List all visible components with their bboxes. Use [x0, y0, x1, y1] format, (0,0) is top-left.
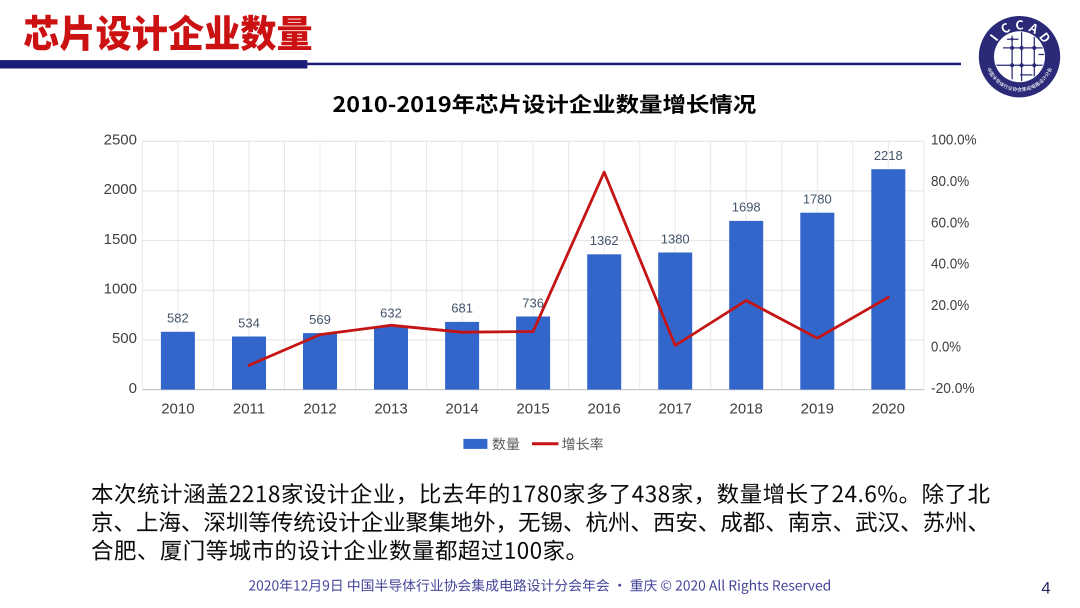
svg-text:2010: 2010 [161, 401, 194, 418]
svg-text:2020: 2020 [872, 401, 905, 418]
svg-text:1780: 1780 [803, 192, 832, 207]
svg-text:60.0%: 60.0% [931, 214, 969, 231]
svg-text:2218: 2218 [874, 148, 903, 163]
svg-text:1380: 1380 [661, 231, 690, 246]
svg-text:534: 534 [238, 315, 260, 330]
svg-text:582: 582 [167, 311, 189, 326]
svg-text:2012: 2012 [303, 401, 336, 418]
svg-text:632: 632 [380, 306, 402, 321]
svg-text:2013: 2013 [374, 401, 407, 418]
svg-text:0: 0 [129, 380, 137, 397]
svg-text:569: 569 [309, 312, 331, 327]
svg-text:0.0%: 0.0% [931, 339, 961, 356]
svg-text:40.0%: 40.0% [931, 256, 969, 273]
svg-text:-20.0%: -20.0% [931, 380, 975, 397]
svg-text:100.0%: 100.0% [931, 132, 977, 149]
svg-text:2011: 2011 [233, 401, 265, 418]
svg-text:736: 736 [522, 295, 544, 310]
svg-text:2016: 2016 [588, 401, 621, 418]
svg-text:681: 681 [451, 301, 473, 316]
svg-text:80.0%: 80.0% [931, 173, 969, 190]
svg-text:4: 4 [1041, 578, 1050, 597]
svg-text:2014: 2014 [445, 401, 478, 418]
svg-text:2017: 2017 [659, 401, 692, 418]
svg-text:500: 500 [112, 330, 137, 347]
svg-text:1000: 1000 [104, 281, 137, 298]
svg-text:2000: 2000 [104, 181, 137, 198]
svg-text:2015: 2015 [516, 401, 549, 418]
svg-text:2500: 2500 [104, 132, 137, 149]
svg-text:2018: 2018 [730, 401, 763, 418]
svg-text:2019: 2019 [801, 401, 834, 418]
svg-text:1362: 1362 [590, 233, 619, 248]
svg-text:1698: 1698 [732, 200, 761, 215]
svg-text:1500: 1500 [104, 231, 137, 248]
svg-text:20.0%: 20.0% [931, 297, 969, 314]
